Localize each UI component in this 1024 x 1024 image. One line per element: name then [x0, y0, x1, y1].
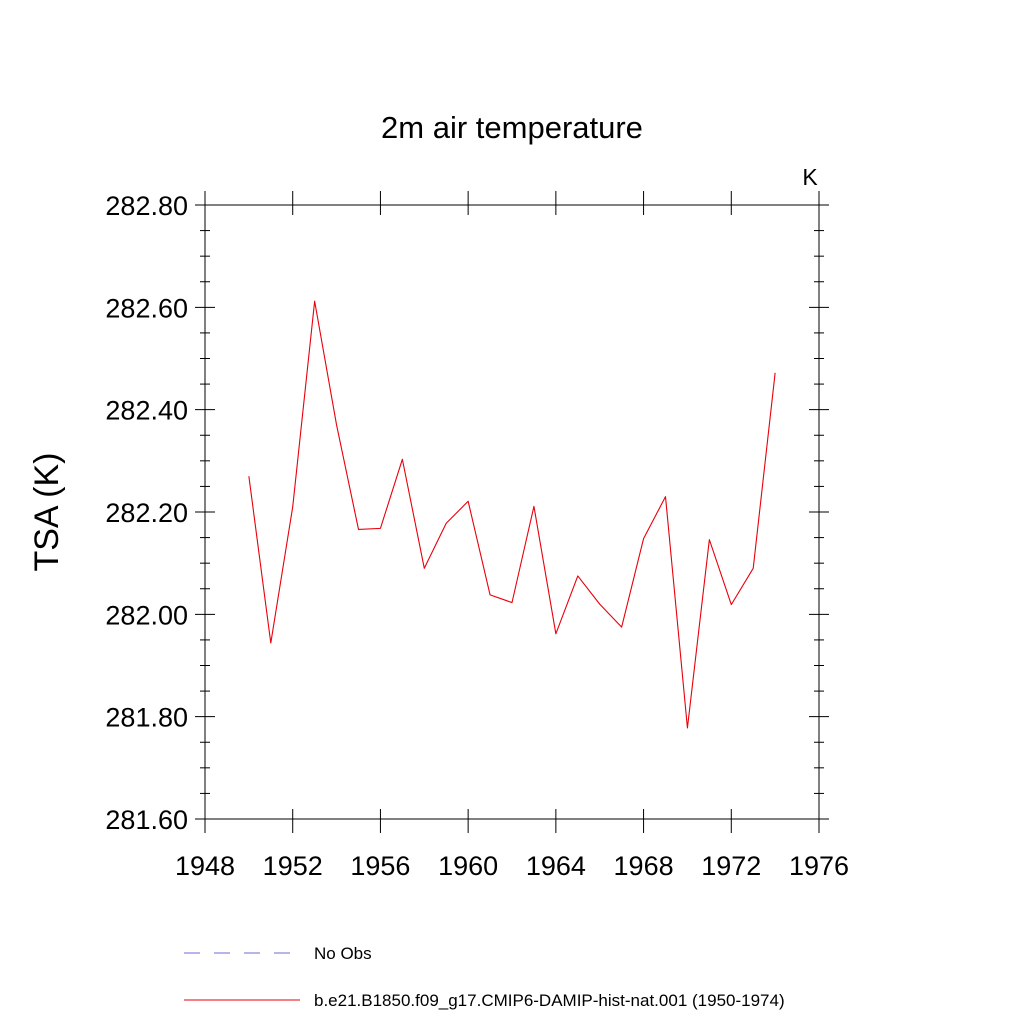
y-tick-label: 282.60	[105, 293, 188, 323]
y-tick-label: 282.80	[105, 191, 188, 221]
x-tick-label: 1976	[789, 851, 849, 881]
y-tick-label: 282.00	[105, 600, 188, 630]
x-tick-label: 1960	[438, 851, 498, 881]
series-line	[248, 300, 776, 729]
series-layer	[248, 300, 776, 729]
x-tick-label: 1972	[701, 851, 761, 881]
y-tick-label: 281.60	[105, 805, 188, 835]
x-axis-ticks: 1948 1952 1956 1960 1964 1968 1972 1976	[175, 191, 849, 881]
y-tick-label: 281.80	[105, 703, 188, 733]
y-tick-label: 282.40	[105, 396, 188, 426]
plot-frame	[204, 204, 820, 820]
y-axis-label: TSA (K)	[28, 452, 66, 571]
x-tick-label: 1952	[263, 851, 323, 881]
y-tick-label: 282.20	[105, 498, 188, 528]
legend-label-no-obs: No Obs	[314, 944, 372, 963]
x-tick-label: 1968	[614, 851, 674, 881]
chart-title: 2m air temperature	[381, 110, 643, 145]
x-tick-label: 1956	[350, 851, 410, 881]
units-label: K	[802, 164, 818, 190]
legend-label-model: b.e21.B1850.f09_g17.CMIP6-DAMIP-hist-nat…	[314, 991, 785, 1010]
y-axis-ticks: 281.60 281.80 282.00 282.20 282.40 282.60 282.…	[105, 191, 829, 835]
x-tick-label: 1948	[175, 851, 235, 881]
legend: No Obs b.e21.B1850.f09_g17.CMIP6-DAMIP-h…	[184, 944, 785, 1010]
x-tick-label: 1964	[526, 851, 586, 881]
